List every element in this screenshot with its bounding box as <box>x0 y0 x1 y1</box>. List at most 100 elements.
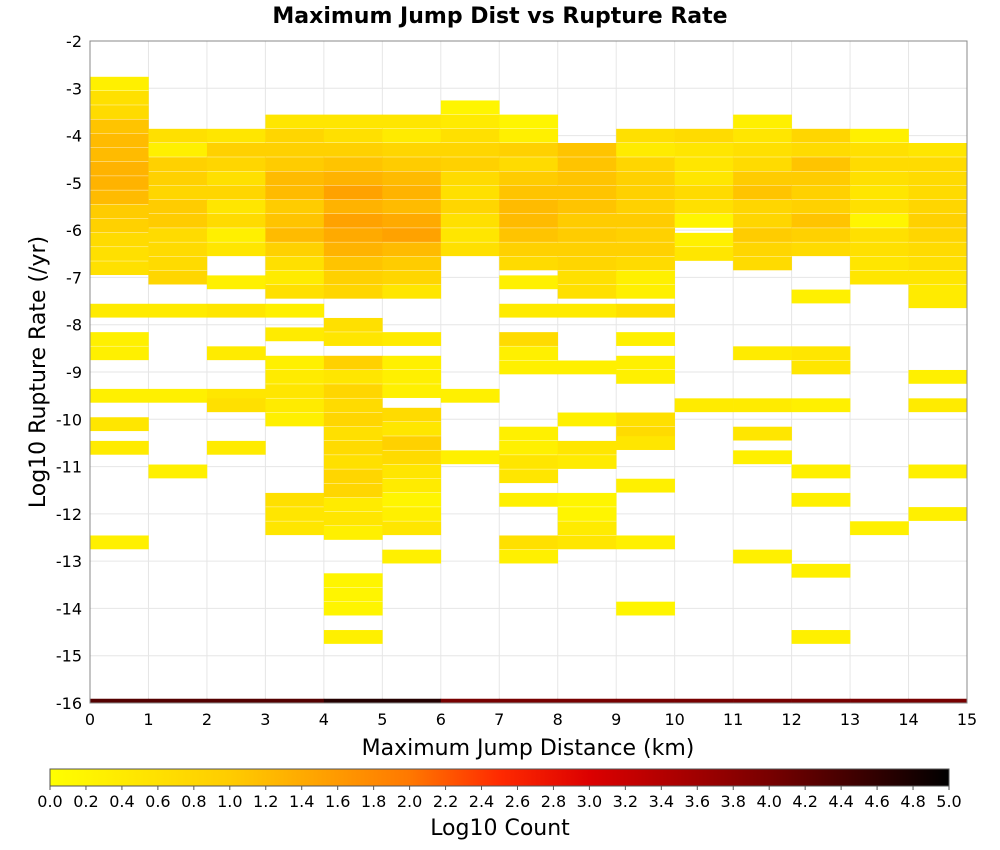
heatmap-cell <box>557 213 617 228</box>
heatmap-cell <box>616 228 675 242</box>
heatmap-cell <box>148 270 208 285</box>
heatmap-cell <box>616 369 675 384</box>
heatmap-cell <box>323 171 383 186</box>
x-tick-label: 5 <box>377 710 387 729</box>
colorbar-tick-label: 0.6 <box>145 792 170 811</box>
x-tick-label: 10 <box>664 710 684 729</box>
heatmap-cell <box>265 384 325 398</box>
x-tick-label: 13 <box>840 710 860 729</box>
colorbar <box>49 768 950 787</box>
heatmap-cell <box>499 332 559 346</box>
heatmap-cell <box>90 535 149 550</box>
heatmap-cell <box>265 303 325 318</box>
heatmap-cell <box>791 360 851 375</box>
heatmap-cell <box>265 521 325 536</box>
heatmap-cell <box>90 232 149 247</box>
heatmap-cell <box>908 294 968 309</box>
heatmap-cell <box>382 213 442 228</box>
heatmap-cell <box>733 346 792 361</box>
heatmap-cell <box>791 630 851 644</box>
x-tick-label: 7 <box>494 710 504 729</box>
heatmap-cell <box>90 161 149 176</box>
heatmap-cell <box>148 256 208 271</box>
heatmap-cell <box>674 157 734 171</box>
colorbar-tick-label: 4.4 <box>828 792 853 811</box>
heatmap-cell <box>499 143 559 157</box>
colorbar-tick-label: 5.0 <box>936 792 961 811</box>
heatmap-cell <box>382 228 442 242</box>
heatmap-cell <box>850 213 909 228</box>
heatmap-cell <box>90 440 149 455</box>
heatmap-cell <box>557 492 617 507</box>
heatmap-cell <box>382 507 442 521</box>
colorbar-tick-label: 3.2 <box>613 792 638 811</box>
heatmap-cell <box>265 114 325 129</box>
heatmap-cell <box>499 228 559 242</box>
heatmap-cell <box>499 185 559 200</box>
heatmap-cell <box>850 698 909 703</box>
heatmap-cell <box>265 270 325 285</box>
heatmap-cell <box>850 171 909 186</box>
heatmap-cell <box>148 185 208 200</box>
colorbar-tick-label: 2.6 <box>505 792 530 811</box>
heatmap-cell <box>557 256 617 271</box>
heatmap-cell <box>148 698 208 703</box>
heatmap-cell <box>674 128 734 143</box>
x-axis-ticks: 0 1 2 3 4 5 6 7 8 9 10 11 12 13 14 15 <box>85 710 977 729</box>
heatmap-cell <box>90 332 149 346</box>
colorbar-tick-label: 0.8 <box>181 792 206 811</box>
heatmap-cell <box>733 398 792 413</box>
heatmap-cell <box>265 398 325 413</box>
heatmap-cell <box>440 100 500 115</box>
heatmap-cell <box>90 90 149 105</box>
heatmap-cell <box>90 218 149 233</box>
heatmap-cell <box>616 199 675 214</box>
heatmap-cell <box>733 185 792 200</box>
heatmap-cell <box>90 76 149 91</box>
y-tick-label: -9 <box>66 363 82 382</box>
heatmap-cell <box>323 242 383 257</box>
colorbar-tick-label: 3.6 <box>685 792 710 811</box>
heatmap-cell <box>850 199 909 214</box>
colorbar-ticks: 0.0 0.2 0.4 0.6 0.8 1.0 1.2 1.4 1.6 1.8 2.0 2.2 2.4 2… <box>37 786 962 811</box>
heatmap-cell <box>382 199 442 214</box>
heatmap-cell <box>265 213 325 228</box>
colorbar-tick-label: 1.2 <box>253 792 278 811</box>
heatmap-cell <box>206 698 266 703</box>
heatmap-cell <box>674 698 734 703</box>
heatmap-cell <box>850 128 909 143</box>
heatmap-cell <box>323 157 383 171</box>
heatmap-cell <box>616 478 675 493</box>
heatmap-cell <box>557 199 617 214</box>
heatmap-cell <box>557 440 617 455</box>
heatmap-cell <box>908 143 968 157</box>
heatmap-cell <box>791 128 851 143</box>
heatmap-cell <box>791 143 851 157</box>
heatmap-cell <box>206 185 266 200</box>
heatmap-cell <box>440 242 500 257</box>
heatmap-cell <box>499 492 559 507</box>
heatmap-cell <box>148 199 208 214</box>
heatmap-cell <box>616 270 675 285</box>
heatmap-cell <box>557 284 617 299</box>
heatmap-cell <box>616 284 675 299</box>
heatmap-cell <box>265 242 325 257</box>
heatmap-cell <box>90 698 149 703</box>
colorbar-tick-label: 4.0 <box>756 792 781 811</box>
heatmap-cell <box>557 185 617 200</box>
heatmap-cell <box>265 327 325 342</box>
heatmap-cell <box>499 171 559 186</box>
y-tick-label: -14 <box>56 599 82 618</box>
heatmap-cell <box>265 698 325 703</box>
heatmap-cell <box>382 284 442 299</box>
heatmap-cell <box>557 242 617 257</box>
heatmap-cell <box>206 398 266 413</box>
heatmap-cell <box>323 228 383 242</box>
heatmap-cell <box>908 199 968 214</box>
heatmap-cell <box>674 185 734 200</box>
heatmap-cell <box>206 199 266 214</box>
x-tick-label: 6 <box>436 710 446 729</box>
heatmap-cell <box>908 171 968 186</box>
heatmap-cell <box>908 256 968 271</box>
heatmap-cell <box>440 143 500 157</box>
